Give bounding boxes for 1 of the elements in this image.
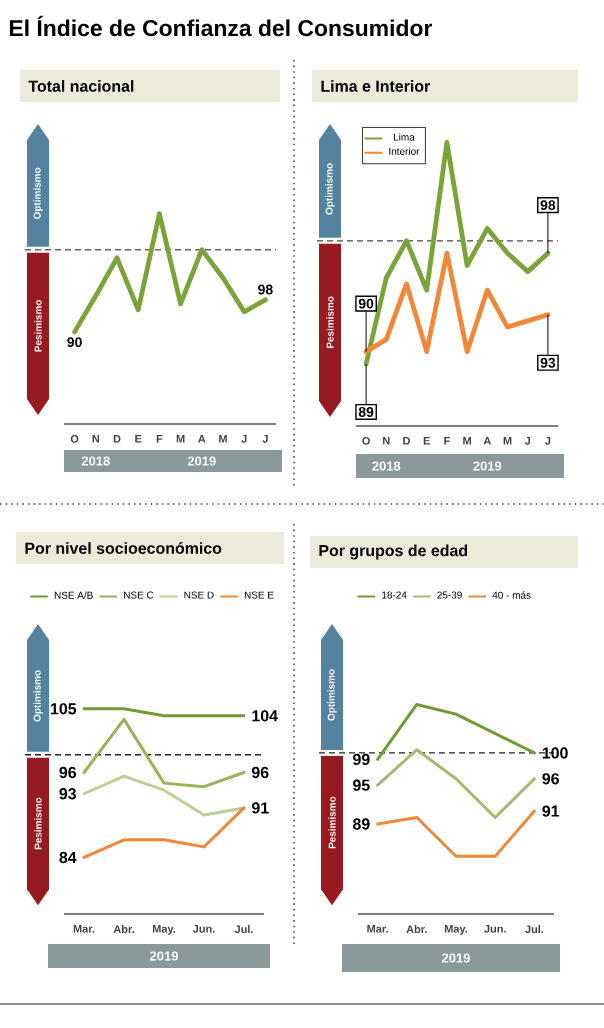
chart-title: El Índice de Confianza del Consumidor xyxy=(9,15,433,37)
